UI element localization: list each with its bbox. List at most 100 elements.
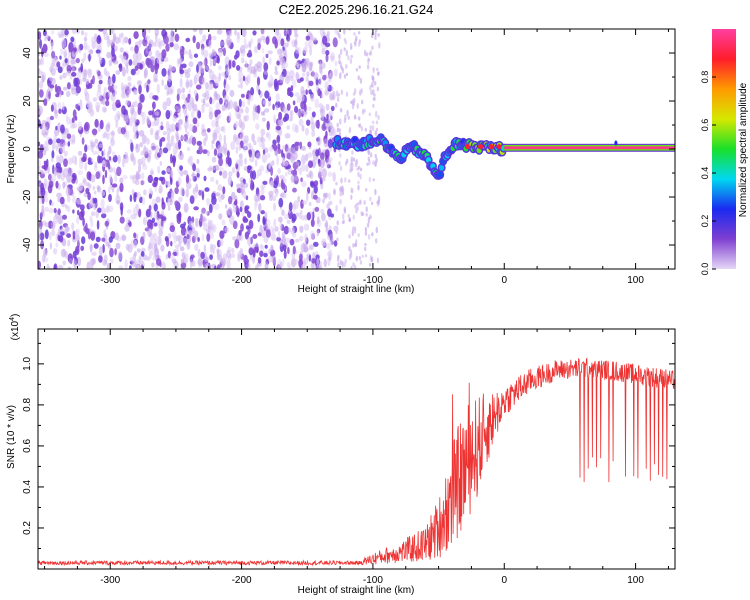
noise-speckle: [153, 203, 158, 212]
noise-speckle: [147, 79, 151, 85]
noise-speckle: [40, 56, 44, 66]
noise-speckle: [56, 155, 60, 164]
noise-speckle: [224, 226, 230, 233]
noise-speckle: [71, 29, 78, 34]
noise-speckle: [332, 90, 336, 101]
noise-speckle: [53, 264, 57, 269]
noise-speckle: [264, 108, 270, 113]
noise-speckle: [325, 103, 330, 111]
noise-speckle: [299, 94, 305, 102]
noise-speckle: [221, 219, 226, 226]
noise-speckle: [231, 60, 236, 68]
noise-speckle: [281, 149, 284, 158]
noise-speckle: [112, 60, 119, 65]
y-tick-label: 40: [22, 47, 33, 59]
noise-speckle-faint: [347, 213, 350, 218]
noise-speckle: [308, 254, 312, 262]
noise-speckle: [55, 242, 59, 248]
x-tick-label: -200: [232, 275, 252, 286]
y-tick-label: -40: [22, 237, 33, 252]
noise-speckle: [190, 110, 195, 119]
noise-speckle: [53, 166, 57, 176]
noise-speckle: [148, 193, 152, 199]
noise-speckle-faint: [371, 45, 374, 50]
noise-speckle: [53, 215, 59, 225]
noise-speckle: [147, 228, 152, 238]
noise-speckle: [134, 88, 138, 96]
noise-speckle: [172, 146, 178, 155]
noise-speckle: [331, 129, 336, 137]
noise-speckle: [71, 155, 77, 164]
noise-speckle: [132, 123, 138, 134]
noise-speckle: [91, 251, 97, 256]
noise-speckle: [181, 252, 186, 259]
noise-speckle: [73, 77, 78, 87]
noise-speckle-faint: [367, 156, 370, 162]
noise-speckle: [305, 35, 310, 41]
noise-speckle-faint: [339, 186, 342, 193]
noise-speckle: [228, 195, 233, 205]
noise-speckle: [283, 249, 287, 259]
noise-speckle-faint: [338, 53, 341, 60]
noise-speckle: [252, 104, 258, 113]
noise-speckle: [114, 36, 120, 44]
noise-speckle: [91, 128, 98, 135]
noise-speckle: [84, 31, 88, 37]
noise-speckle: [288, 264, 291, 269]
noise-speckle: [296, 64, 300, 69]
noise-speckle: [239, 77, 244, 85]
noise-speckle: [66, 82, 71, 90]
noise-speckle: [140, 247, 146, 253]
noise-speckle-faint: [351, 150, 354, 155]
noise-speckle: [196, 122, 200, 128]
noise-speckle: [45, 196, 49, 203]
noise-speckle: [274, 226, 279, 232]
noise-speckle: [121, 234, 126, 242]
noise-speckle: [301, 125, 305, 132]
noise-speckle: [234, 111, 239, 117]
noise-speckle: [152, 101, 156, 110]
noise-speckle-faint: [371, 125, 375, 132]
noise-speckle: [66, 167, 71, 173]
noise-speckle: [308, 171, 313, 178]
noise-speckle: [93, 204, 97, 211]
noise-speckle-faint: [338, 128, 341, 133]
noise-speckle: [310, 94, 315, 102]
noise-speckle: [139, 142, 144, 148]
noise-speckle-faint: [357, 31, 361, 35]
noise-speckle: [245, 114, 250, 121]
noise-speckle-faint: [337, 96, 340, 103]
noise-speckle: [38, 58, 42, 66]
noise-speckle-faint: [341, 67, 344, 71]
noise-speckle-faint: [372, 104, 375, 108]
noise-speckle: [50, 104, 54, 112]
noise-speckle-faint: [366, 162, 369, 166]
noise-speckle: [263, 62, 269, 72]
noise-speckle: [90, 263, 94, 269]
noise-speckle: [333, 190, 336, 196]
noise-speckle: [50, 30, 55, 35]
noise-speckle: [186, 117, 189, 127]
noise-speckle: [177, 176, 182, 186]
noise-speckle: [216, 264, 221, 269]
carrier-spur: [614, 140, 618, 146]
noise-speckle: [158, 228, 163, 237]
noise-speckle: [321, 177, 326, 182]
noise-speckle: [295, 212, 299, 217]
noise-speckle: [309, 62, 313, 71]
noise-speckle: [153, 116, 160, 127]
noise-speckle: [76, 216, 80, 225]
noise-speckle-faint: [335, 102, 338, 108]
noise-speckle: [222, 253, 227, 262]
noise-speckle: [201, 190, 205, 201]
noise-speckle: [310, 182, 315, 188]
noise-speckle: [138, 208, 142, 218]
noise-speckle: [128, 59, 133, 66]
noise-speckle: [98, 255, 103, 263]
noise-speckle: [215, 115, 219, 124]
noise-speckle-faint: [336, 30, 339, 36]
noise-speckle: [67, 205, 71, 213]
noise-speckle-faint: [368, 52, 371, 56]
noise-speckle-faint: [348, 218, 351, 223]
noise-speckle: [65, 204, 68, 209]
